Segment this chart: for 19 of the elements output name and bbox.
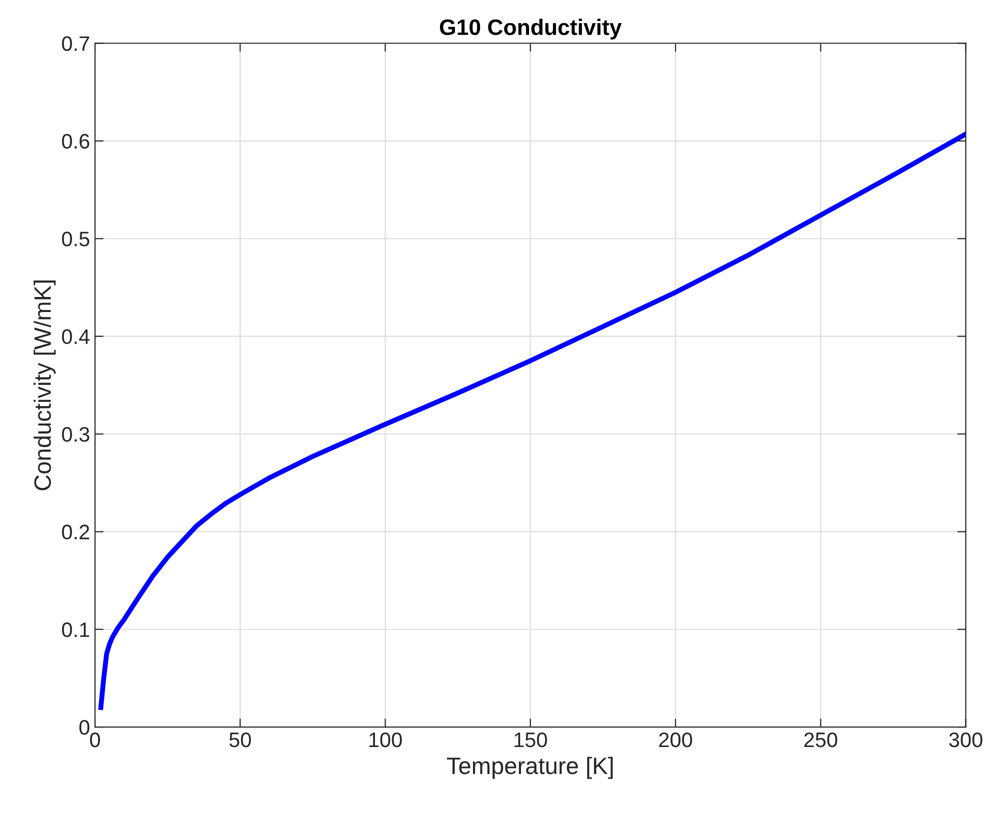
x-tick-label: 300 bbox=[949, 732, 982, 748]
y-tick-label: 0 bbox=[79, 720, 90, 735]
chart-title: G10 Conductivity bbox=[440, 18, 622, 40]
y-tick-label: 0.2 bbox=[62, 524, 90, 540]
y-tick-label: 0.6 bbox=[62, 134, 90, 149]
y-tick-label: 0.4 bbox=[62, 329, 90, 344]
y-tick-label: 0.1 bbox=[62, 622, 90, 638]
y-axis-title: Conductivity [W/mK] bbox=[34, 280, 56, 490]
x-tick-label: 100 bbox=[369, 732, 402, 748]
x-tick-label: 250 bbox=[804, 732, 838, 748]
line-series bbox=[98, 132, 966, 710]
x-tick-label: 0 bbox=[90, 732, 100, 748]
x-tick-label: 150 bbox=[514, 732, 547, 748]
x-tick-label: 50 bbox=[229, 732, 251, 748]
x-tick-label: 200 bbox=[659, 732, 692, 748]
y-tick-label: 0.7 bbox=[62, 36, 90, 51]
y-tick-label: 0.5 bbox=[62, 232, 90, 246]
x-axis-title: Temperature [K] bbox=[446, 756, 613, 779]
y-tick-label: 0.3 bbox=[62, 426, 90, 442]
